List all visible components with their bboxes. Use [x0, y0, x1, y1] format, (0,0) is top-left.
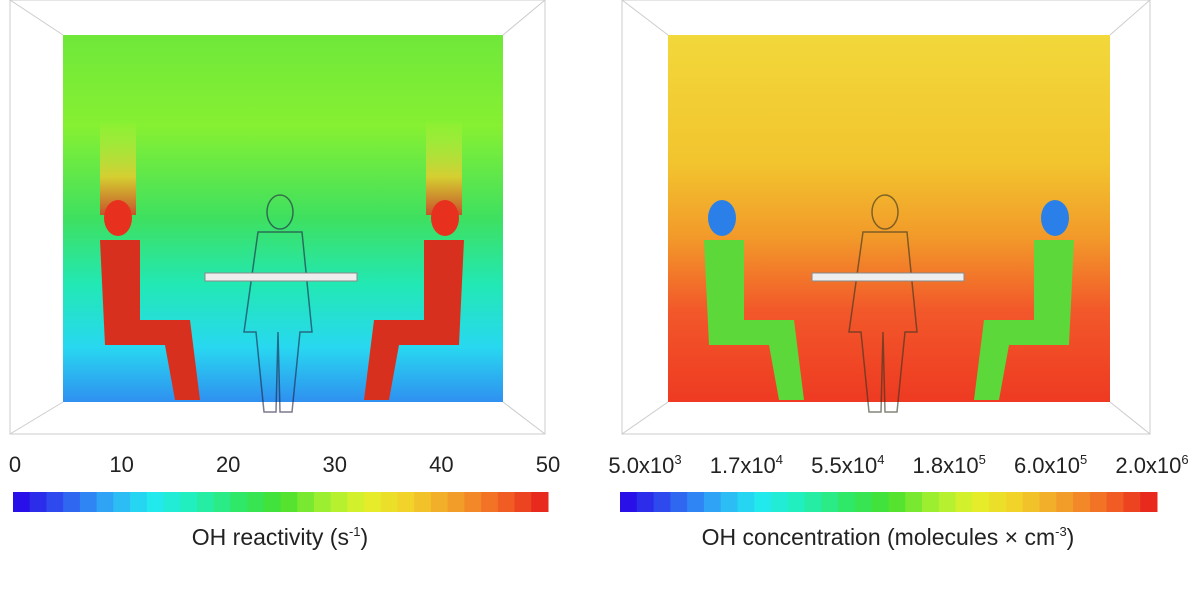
colorbar-segment [1022, 492, 1041, 512]
colorbar-tick-label: 10 [109, 452, 134, 477]
colorbar-tick-label: 1.8x105 [912, 452, 986, 478]
left-colorbar [13, 492, 549, 512]
colorbar-tick-label: 5.0x103 [608, 452, 682, 478]
colorbar-segment [481, 492, 499, 512]
colorbar-segment [46, 492, 64, 512]
colorbar-segment [687, 492, 705, 512]
colorbar-segment [1056, 492, 1074, 512]
colorbar-tick-label: 40 [429, 452, 454, 477]
colorbar-segment [771, 492, 789, 512]
colorbar-tick-label: 20 [215, 452, 241, 477]
colorbar-segment [955, 492, 973, 512]
colorbar-tick-label: 6.0x105 [1013, 452, 1088, 478]
colorbar-segment [213, 492, 231, 512]
right-colorbar [620, 492, 1158, 512]
colorbar-segment [347, 492, 365, 512]
colorbar-segment [13, 492, 31, 512]
colorbar-segment [636, 492, 655, 512]
colorbar-segment [1005, 492, 1024, 512]
colorbar-segment [514, 492, 532, 512]
colorbar-segment [804, 492, 822, 512]
colorbar-segment [79, 492, 98, 512]
left-colorbar-title: OH reactivity (s-1) [191, 524, 369, 550]
colorbar-segment [989, 492, 1007, 512]
colorbar-tick-label: 1.7x104 [709, 452, 784, 478]
colorbar-segment [180, 492, 198, 512]
colorbar-segment [29, 492, 47, 512]
colorbar-segment [1106, 492, 1124, 512]
colorbar-tick-label: 30 [322, 452, 348, 477]
colorbar-segment [1140, 492, 1158, 512]
colorbar-segment [297, 492, 315, 512]
colorbar-segment [163, 492, 181, 512]
right-colorbar-title: OH concentration (molecules × cm-3) [701, 524, 1075, 550]
colorbar-segment [871, 492, 889, 512]
colorbar-segment [720, 492, 738, 512]
colorbar-segment [313, 492, 332, 512]
left-room [9, 0, 546, 435]
colorbar-segment [531, 492, 549, 512]
colorbar-segment [1039, 492, 1057, 512]
colorbar-segment [130, 492, 148, 512]
colorbar-segment [263, 492, 281, 512]
colorbar-segment [280, 492, 298, 512]
colorbar-segment [905, 492, 923, 512]
colorbar-tick-label: 0 [8, 452, 22, 477]
colorbar-segment [247, 492, 265, 512]
colorbar-segment [821, 492, 839, 512]
colorbar-segment [888, 492, 906, 512]
colorbar-segment [754, 492, 772, 512]
colorbar-segment [230, 492, 248, 512]
colorbar-tick-label: 5.5x104 [811, 452, 885, 478]
right-room [621, 0, 1151, 435]
colorbar-segment [464, 492, 482, 512]
colorbar-segment [938, 492, 957, 512]
colorbar-segment [330, 492, 348, 512]
colorbar-segment [96, 492, 114, 512]
colorbar-segment [972, 492, 990, 512]
colorbar-segment [620, 492, 638, 512]
colorbar-segment [1123, 492, 1141, 512]
colorbar-segment [737, 492, 755, 512]
colorbar-tick-label: 50 [535, 452, 561, 477]
colorbar-segment [447, 492, 465, 512]
colorbar-segment [414, 492, 432, 512]
colorbar-segment [787, 492, 806, 512]
colorbar-segment [838, 492, 856, 512]
colorbar-segment [430, 492, 449, 512]
left-figures [100, 120, 464, 413]
colorbar-segment [1073, 492, 1091, 512]
colorbar-segment [854, 492, 873, 512]
colorbar-segment [670, 492, 688, 512]
colorbar-segment [1089, 492, 1108, 512]
colorbar-segment [63, 492, 81, 512]
colorbar-segment [922, 492, 940, 512]
colorbar-segment [113, 492, 131, 512]
colorbar-segment [364, 492, 382, 512]
right-figures [704, 194, 1074, 413]
colorbar-segment [146, 492, 164, 512]
colorbar-segment [653, 492, 671, 512]
colorbar-segment [703, 492, 722, 512]
colorbar-segment [497, 492, 516, 512]
colorbar-segment [397, 492, 415, 512]
colorbar-tick-label: 2.0x106 [1115, 452, 1189, 478]
colorbar-segment [380, 492, 399, 512]
colorbar-segment [196, 492, 215, 512]
